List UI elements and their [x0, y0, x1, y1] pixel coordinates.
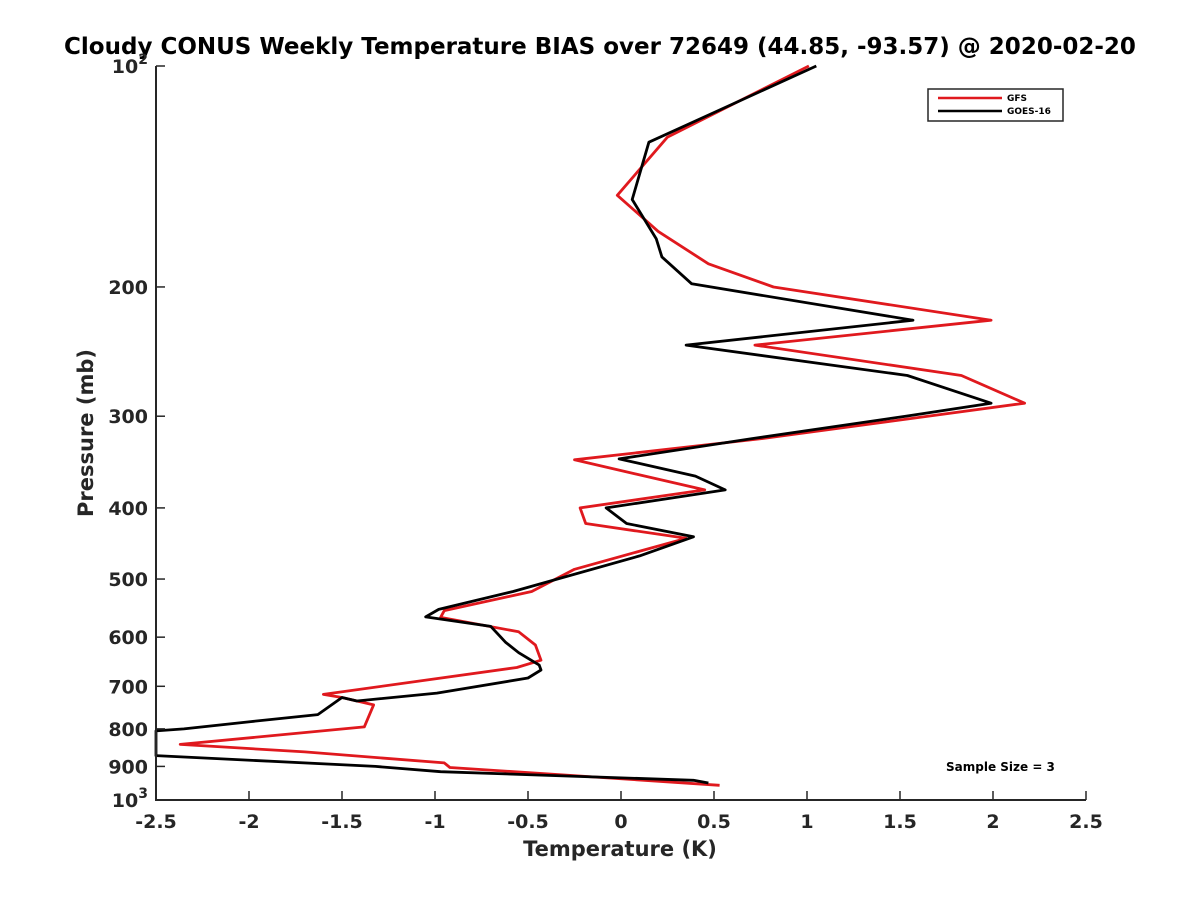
y-axis-label: Pressure (mb)	[74, 349, 98, 517]
x-tick-label: -1.5	[321, 811, 363, 833]
x-tick-label: 1.5	[883, 811, 917, 833]
x-tick-label: 2.5	[1069, 811, 1103, 833]
plot-series	[154, 64, 1026, 787]
y-tick-label: 102	[112, 52, 148, 78]
y-tick-label: 103	[112, 786, 148, 812]
y-tick-label: 400	[108, 498, 148, 520]
x-ticks: -2.5 -2 -1.5 -1 -0.5 0 0.5 1 1.5 2 2.5	[135, 791, 1103, 833]
x-tick-label: 0	[614, 811, 627, 833]
axes	[155, 66, 1086, 801]
x-tick-label: 0.5	[697, 811, 731, 833]
x-tick-label: 1	[800, 811, 813, 833]
legend-label-gfs: GFS	[1007, 94, 1027, 104]
chart-title: Cloudy CONUS Weekly Temperature BIAS ove…	[64, 34, 1136, 60]
series-line-goes16	[154, 64, 993, 785]
y-ticks: 102 200 300 400 500 600 700 800 900 103	[108, 52, 165, 812]
x-tick-label: 2	[986, 811, 999, 833]
y-tick-label: 200	[108, 277, 148, 299]
sample-size-annotation: Sample Size = 3	[946, 760, 1055, 774]
y-tick-label: 900	[108, 756, 148, 778]
y-tick-label: 600	[108, 627, 148, 649]
x-tick-label: -0.5	[507, 811, 549, 833]
y-tick-label: 500	[108, 569, 148, 591]
x-axis-label: Temperature (K)	[523, 837, 717, 861]
legend-box	[927, 88, 1064, 122]
x-tick-label: -2.5	[135, 811, 177, 833]
x-tick-label: -2	[238, 811, 259, 833]
y-tick-label: 300	[108, 406, 148, 428]
y-tick-label: 700	[108, 676, 148, 698]
series-line-gfs	[178, 64, 1026, 787]
legend-label-goes16: GOES-16	[1007, 107, 1051, 117]
legend: GFS GOES-16	[927, 88, 1064, 122]
x-tick-label: -1	[424, 811, 445, 833]
y-tick-label: 800	[108, 719, 148, 741]
